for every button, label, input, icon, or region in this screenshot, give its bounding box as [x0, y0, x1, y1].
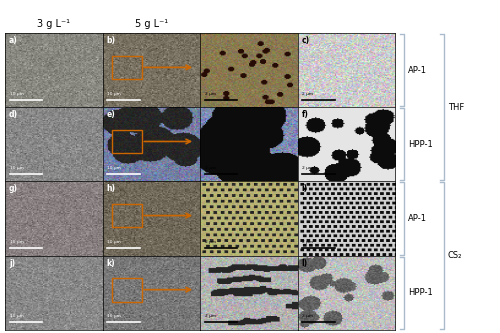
- Text: 2 μm: 2 μm: [205, 166, 216, 169]
- Text: h): h): [106, 184, 116, 193]
- Text: HPP-1: HPP-1: [408, 288, 433, 297]
- Text: AP-1: AP-1: [408, 214, 427, 223]
- Text: b): b): [106, 36, 116, 45]
- Text: 2 μm: 2 μm: [205, 92, 216, 96]
- Text: THF: THF: [448, 103, 464, 112]
- Text: 10 μm: 10 μm: [108, 314, 121, 318]
- Text: 3 g L⁻¹: 3 g L⁻¹: [37, 19, 70, 29]
- Bar: [112, 130, 142, 153]
- Text: a): a): [9, 36, 18, 45]
- Text: e): e): [106, 110, 115, 119]
- Text: 5 g L⁻¹: 5 g L⁻¹: [134, 19, 168, 29]
- Text: 2 μm: 2 μm: [302, 166, 314, 169]
- Text: 10 μm: 10 μm: [10, 314, 24, 318]
- Bar: [112, 204, 142, 227]
- Text: 2 μm: 2 μm: [205, 240, 216, 244]
- Text: i): i): [302, 184, 308, 193]
- Text: g): g): [9, 184, 18, 193]
- Text: 10 μm: 10 μm: [10, 92, 24, 96]
- Text: 2 μm: 2 μm: [302, 314, 314, 318]
- Text: HPP-1: HPP-1: [408, 140, 433, 149]
- Text: 2 μm: 2 μm: [302, 240, 314, 244]
- Text: 10 μm: 10 μm: [108, 166, 121, 169]
- Text: 10 μm: 10 μm: [10, 166, 24, 169]
- Text: 10 μm: 10 μm: [10, 240, 24, 244]
- Text: d): d): [9, 110, 18, 119]
- Text: 10 μm: 10 μm: [108, 240, 121, 244]
- Text: AP-1: AP-1: [408, 66, 427, 75]
- Text: j): j): [9, 258, 15, 267]
- Text: 2 μm: 2 μm: [205, 314, 216, 318]
- Text: f): f): [302, 110, 308, 119]
- Text: CS₂: CS₂: [448, 251, 462, 260]
- Text: k): k): [106, 258, 115, 267]
- Text: 10 μm: 10 μm: [108, 92, 121, 96]
- Bar: [112, 56, 142, 79]
- Bar: [112, 278, 142, 301]
- Text: l): l): [302, 258, 308, 267]
- Text: 2 μm: 2 μm: [302, 92, 314, 96]
- Text: c): c): [302, 36, 310, 45]
